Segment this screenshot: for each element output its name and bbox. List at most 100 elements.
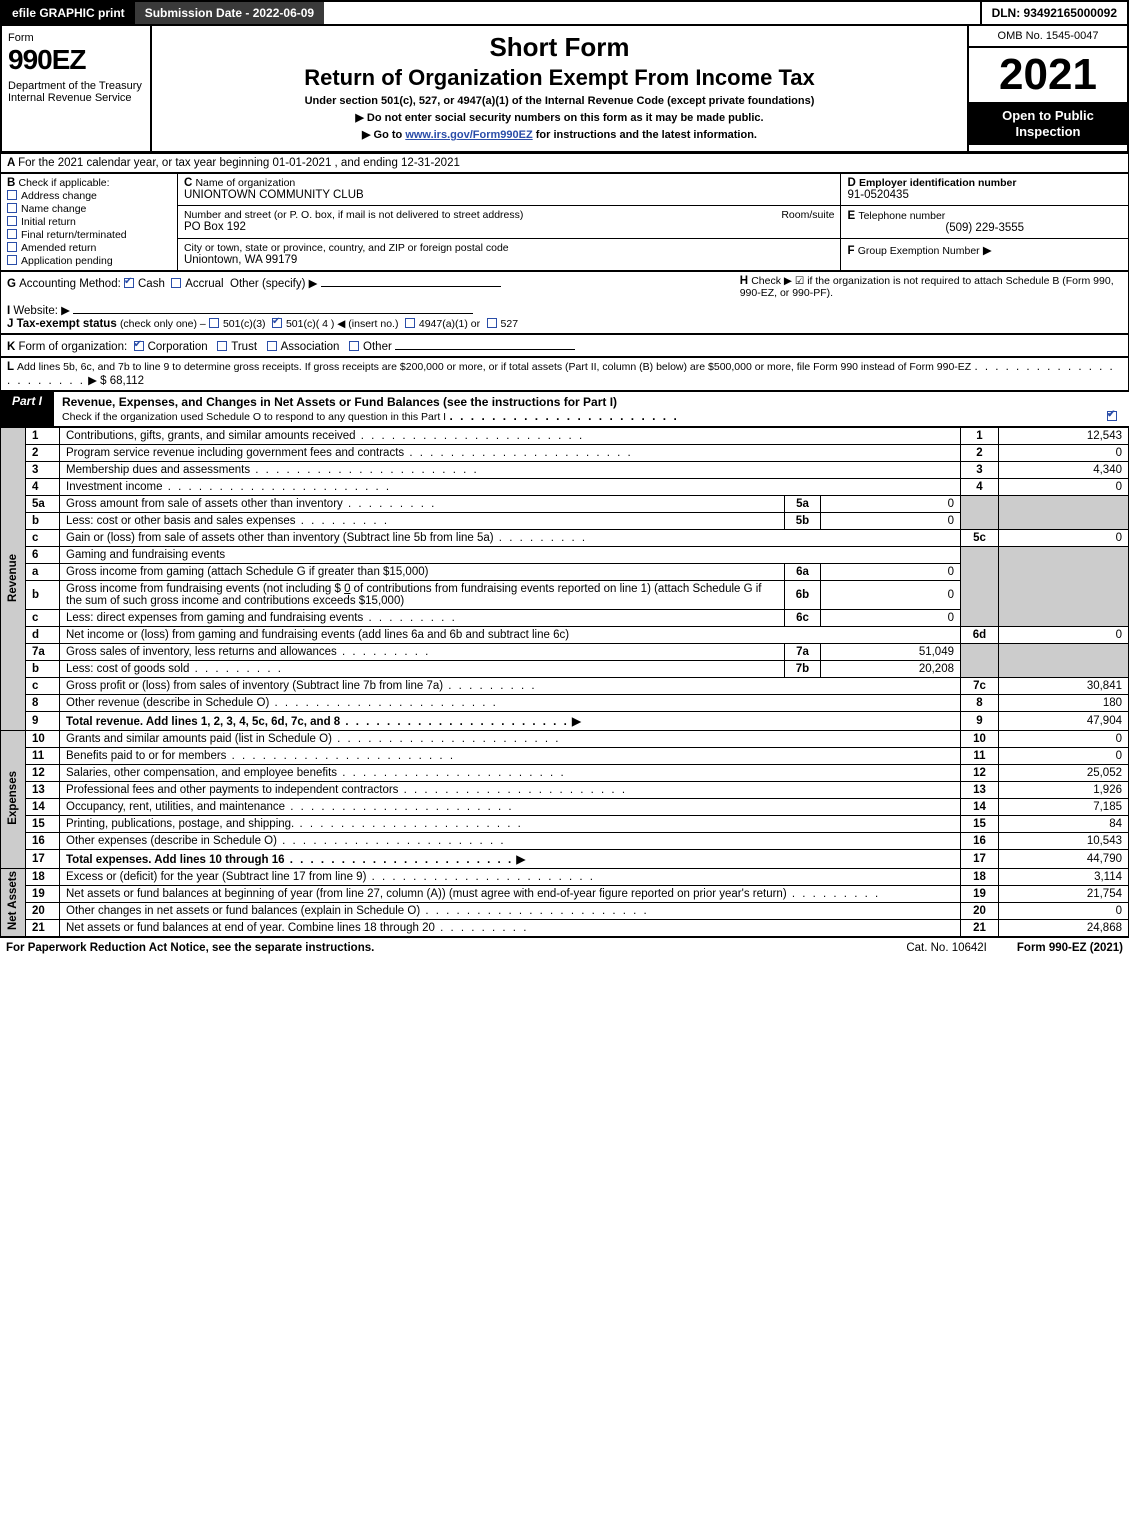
row-6b-pre: Gross income from fundraising events (no…: [66, 583, 344, 595]
goto-link[interactable]: www.irs.gov/Form990EZ: [405, 129, 532, 141]
b-label: Check if applicable:: [19, 177, 110, 189]
goto-pre: ▶ Go to: [362, 129, 405, 141]
row-5a-desc: Gross amount from sale of assets other t…: [66, 498, 343, 510]
row-20-key: 20: [961, 903, 999, 920]
goto-note: ▶ Go to www.irs.gov/Form990EZ for instru…: [162, 128, 957, 141]
chk-final-return[interactable]: [7, 229, 17, 239]
row-15-key: 15: [961, 816, 999, 833]
section-gh: G Accounting Method: Cash Accrual Other …: [0, 271, 1129, 334]
chk-527[interactable]: [487, 318, 497, 328]
chk-501c3[interactable]: [209, 318, 219, 328]
chk-initial-return[interactable]: [7, 216, 17, 226]
chk-other-org[interactable]: [349, 341, 359, 351]
row-12-val: 25,052: [999, 765, 1129, 782]
row-5a-ik: 5a: [785, 496, 821, 513]
l-amount: $ 68,112: [100, 375, 144, 387]
chk-amended-return[interactable]: [7, 242, 17, 252]
j-label: Tax-exempt status: [17, 318, 117, 330]
j-o4: 527: [501, 318, 519, 330]
i-label: Website: ▶: [13, 305, 70, 317]
row-7a-iv: 51,049: [821, 644, 961, 661]
row-5-shade-k: [961, 496, 999, 530]
row-7-shade-k: [961, 644, 999, 678]
chk-501c[interactable]: [272, 318, 282, 328]
row-5c-desc: Gain or (loss) from sale of assets other…: [66, 532, 494, 544]
b-item-3: Final return/terminated: [21, 229, 127, 241]
row-3-desc: Membership dues and assessments: [66, 464, 250, 476]
b-item-0: Address change: [21, 190, 97, 202]
chk-address-change[interactable]: [7, 190, 17, 200]
row-11-key: 11: [961, 748, 999, 765]
k-other: Other: [363, 341, 392, 353]
l-text: Add lines 5b, 6c, and 7b to line 9 to de…: [17, 361, 971, 373]
c-street: PO Box 192: [184, 221, 246, 233]
part-i-header: Part I Revenue, Expenses, and Changes in…: [0, 391, 1129, 427]
chk-schedule-o[interactable]: [1107, 411, 1117, 421]
part-i-title: Revenue, Expenses, and Changes in Net As…: [54, 391, 1129, 427]
row-6-shade-k: [961, 547, 999, 627]
top-bar: efile GRAPHIC print Submission Date - 20…: [0, 0, 1129, 26]
row-13-val: 1,926: [999, 782, 1129, 799]
row-8-key: 8: [961, 695, 999, 712]
g-other-line: [321, 275, 501, 287]
row-3-key: 3: [961, 462, 999, 479]
j-note: (check only one) –: [120, 318, 206, 330]
f-arrow: ▶: [983, 245, 992, 257]
chk-corporation[interactable]: [134, 341, 144, 351]
department: Department of the Treasury Internal Reve…: [8, 80, 144, 104]
row-6c-desc: Less: direct expenses from gaming and fu…: [66, 612, 363, 624]
k-corp: Corporation: [148, 341, 208, 353]
row-7b-iv: 20,208: [821, 661, 961, 678]
part-i-title-text: Revenue, Expenses, and Changes in Net As…: [62, 395, 617, 409]
footer-right: Form 990-EZ (2021): [1017, 942, 1123, 954]
d-label: Employer identification number: [859, 177, 1017, 189]
d-ein: 91-0520435: [847, 189, 908, 201]
g-label: Accounting Method:: [19, 278, 121, 290]
efile-print[interactable]: efile GRAPHIC print: [2, 2, 135, 24]
header-left: Form 990EZ Department of the Treasury In…: [2, 26, 152, 151]
row-2-key: 2: [961, 445, 999, 462]
row-12-desc: Salaries, other compensation, and employ…: [66, 767, 337, 779]
row-19-val: 21,754: [999, 886, 1129, 903]
chk-application-pending[interactable]: [7, 255, 17, 265]
row-5b-desc: Less: cost or other basis and sales expe…: [66, 515, 296, 527]
section-bcdef: B Check if applicable: Address change Na…: [0, 173, 1129, 271]
chk-4947[interactable]: [405, 318, 415, 328]
short-form-title: Short Form: [162, 32, 957, 63]
submission-date: Submission Date - 2022-06-09: [135, 2, 324, 24]
row-7-shade-v: [999, 644, 1129, 678]
row-10-key: 10: [961, 731, 999, 748]
row-13-desc: Professional fees and other payments to …: [66, 784, 398, 796]
row-9-key: 9: [961, 712, 999, 731]
chk-association[interactable]: [267, 341, 277, 351]
chk-trust[interactable]: [217, 341, 227, 351]
b-item-4: Amended return: [21, 242, 96, 254]
chk-name-change[interactable]: [7, 203, 17, 213]
c-city: Uniontown, WA 99179: [184, 254, 297, 266]
b-item-2: Initial return: [21, 216, 76, 228]
row-6a-desc: Gross income from gaming (attach Schedul…: [66, 566, 428, 578]
row-18-key: 18: [961, 869, 999, 886]
row-12-key: 12: [961, 765, 999, 782]
c-city-label: City or town, state or province, country…: [184, 242, 509, 254]
row-6b-ik: 6b: [785, 581, 821, 610]
b-item-1: Name change: [21, 203, 86, 215]
page-footer: For Paperwork Reduction Act Notice, see …: [0, 937, 1129, 958]
row-15-val: 84: [999, 816, 1129, 833]
row-5-shade-v: [999, 496, 1129, 530]
row-20-val: 0: [999, 903, 1129, 920]
form-number: 990EZ: [8, 44, 144, 76]
chk-accrual[interactable]: [171, 278, 181, 288]
footer-left: For Paperwork Reduction Act Notice, see …: [6, 942, 876, 954]
row-5c-val: 0: [999, 530, 1129, 547]
row-11-desc: Benefits paid to or for members: [66, 750, 226, 762]
row-2-val: 0: [999, 445, 1129, 462]
row-6-desc: Gaming and fundraising events: [66, 549, 225, 561]
chk-cash[interactable]: [124, 278, 134, 288]
row-16-val: 10,543: [999, 833, 1129, 850]
part-i-tab: Part I: [0, 391, 54, 427]
e-phone: (509) 229-3555: [847, 222, 1122, 234]
c-name-label: Name of organization: [195, 177, 295, 189]
row-5b-iv: 0: [821, 513, 961, 530]
row-19-key: 19: [961, 886, 999, 903]
